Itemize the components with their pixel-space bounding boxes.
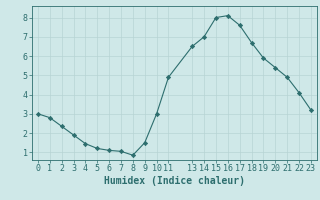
X-axis label: Humidex (Indice chaleur): Humidex (Indice chaleur)	[104, 176, 245, 186]
